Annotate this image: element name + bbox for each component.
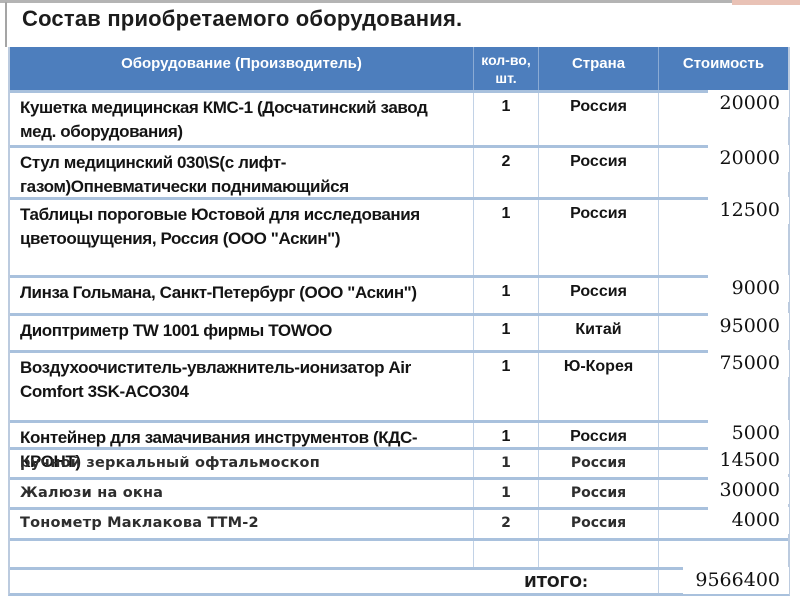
cost-value: 5000 — [708, 420, 789, 447]
equipment-cell: Тонометр Маклакова ТТМ-2 — [20, 515, 259, 531]
title-left-rule — [5, 2, 7, 47]
qty-cell: 1 — [473, 480, 538, 507]
cost-cell: 75000 — [658, 350, 789, 420]
cost-value: 12500 — [707, 197, 789, 224]
qty-cell: 2 — [473, 510, 538, 538]
cost-value: 75000 — [707, 350, 789, 377]
equipment-cell: Диоптриметр TW 1001 фирмы TOWOO — [20, 321, 333, 340]
equipment-cell: Контейнер для замачивания инструментов (… — [20, 428, 418, 471]
total-cost-cell: 9566400 — [658, 567, 789, 594]
header-equipment: Оборудование (Производитель) — [121, 55, 362, 72]
table-row: Диоптриметр TW 1001 фирмы TOWOO 1 Китай … — [10, 313, 789, 350]
table-row: Жалюзи на окна 1 Россия 30000 — [10, 477, 789, 507]
cost-cell: 9000 — [658, 275, 789, 313]
table-row: Воздухоочиститель-увлажнитель-ионизатор … — [10, 350, 789, 420]
table-row: Кушетка медицинская КМС-1 (Досчатинский … — [10, 90, 789, 145]
table-row: Контейнер для замачивания инструментов (… — [10, 420, 789, 471]
country-cell: Россия — [538, 278, 658, 313]
table-row: Стул медицинский 030\S(с лифт-газом)Опне… — [10, 145, 789, 197]
qty-cell: 1 — [473, 93, 538, 145]
qty-cell: 2 — [473, 148, 538, 197]
table-header-row: Оборудование (Производитель) кол-во, шт.… — [10, 47, 788, 90]
country-cell: Россия — [538, 93, 658, 145]
header-qty: кол-во, шт. — [473, 47, 538, 90]
cost-value: 4000 — [708, 507, 789, 534]
header-qty-line1: кол-во, — [481, 52, 531, 68]
cost-value: 20000 — [707, 90, 789, 117]
total-value: 9566400 — [683, 567, 789, 594]
country-cell: Россия — [538, 148, 658, 197]
qty-cell: 1 — [473, 423, 538, 447]
table-row: Таблицы пороговые Юстовой для исследован… — [10, 197, 789, 275]
cost-cell: 20000 — [658, 145, 789, 197]
cost-value: 30000 — [707, 477, 789, 504]
equipment-cell: Линза Гольмана, Санкт-Петербург (ООО "Ас… — [20, 283, 417, 302]
country-cell: Ю-Корея — [538, 353, 658, 420]
table-row: Линза Гольмана, Санкт-Петербург (ООО "Ас… — [10, 275, 789, 313]
equipment-cell: Воздухоочиститель-увлажнитель-ионизатор … — [20, 358, 411, 401]
qty-cell: 1 — [473, 316, 538, 350]
cost-cell: 4000 — [658, 507, 789, 538]
cost-cell: 5000 — [658, 420, 789, 447]
header-qty-line2: шт. — [495, 70, 517, 87]
table-row: Тонометр Маклакова ТТМ-2 2 Россия 4000 — [10, 507, 789, 538]
top-border-line — [0, 0, 800, 3]
header-country: Страна — [538, 47, 658, 90]
equipment-cell: ручной зеркальный офтальмоскоп — [20, 455, 320, 471]
qty-cell: 1 — [473, 353, 538, 420]
country-cell: Россия — [538, 200, 658, 275]
equipment-cell: Стул медицинский 030\S(с лифт-газом)Опне… — [20, 153, 349, 196]
cost-cell: 95000 — [658, 313, 789, 350]
country-cell: Россия — [538, 423, 658, 447]
table-row: ручной зеркальный офтальмоскоп 1 Россия … — [10, 447, 789, 477]
country-cell: Россия — [538, 510, 658, 538]
cost-value: 20000 — [707, 145, 789, 172]
empty-row — [10, 538, 788, 567]
equipment-cell: Кушетка медицинская КМС-1 (Досчатинский … — [20, 98, 428, 141]
header-cost: Стоимость — [658, 47, 788, 90]
equipment-table: Оборудование (Производитель) кол-во, шт.… — [8, 47, 790, 596]
total-row: ИТОГО: 9566400 — [10, 567, 789, 594]
cost-cell: 12500 — [658, 197, 789, 275]
country-cell: Китай — [538, 316, 658, 350]
cost-cell: 14500 — [658, 447, 789, 477]
equipment-cell: Таблицы пороговые Юстовой для исследован… — [20, 205, 420, 248]
total-label: ИТОГО: — [524, 573, 588, 591]
accent-strip — [732, 0, 800, 5]
cost-cell: 30000 — [658, 477, 789, 507]
cost-value: 9000 — [708, 275, 789, 302]
country-cell: Россия — [538, 480, 658, 507]
qty-cell: 1 — [473, 450, 538, 477]
equipment-cell: Жалюзи на окна — [20, 485, 164, 501]
qty-cell: 1 — [473, 200, 538, 275]
cost-value: 95000 — [707, 313, 789, 340]
qty-cell: 1 — [473, 278, 538, 313]
country-cell: Россия — [538, 450, 658, 477]
cost-cell: 20000 — [658, 90, 789, 145]
cost-value: 14500 — [707, 447, 789, 474]
slide-title: Состав приобретаемого оборудования. — [22, 6, 463, 31]
